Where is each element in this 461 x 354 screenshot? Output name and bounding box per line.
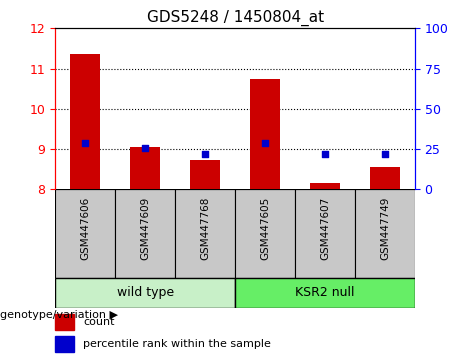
Bar xyxy=(310,183,340,189)
Title: GDS5248 / 1450804_at: GDS5248 / 1450804_at xyxy=(147,9,324,25)
Point xyxy=(82,141,89,146)
Text: GSM447768: GSM447768 xyxy=(200,196,210,260)
Text: wild type: wild type xyxy=(117,286,174,299)
Text: GSM447605: GSM447605 xyxy=(260,196,270,260)
Text: GSM447606: GSM447606 xyxy=(80,196,90,260)
Text: GSM447749: GSM447749 xyxy=(380,196,390,260)
Point xyxy=(321,151,329,157)
Text: GSM447609: GSM447609 xyxy=(140,196,150,260)
Bar xyxy=(55,336,74,352)
Bar xyxy=(55,314,74,330)
Point xyxy=(261,141,269,146)
Bar xyxy=(235,278,415,308)
Bar xyxy=(130,147,160,189)
Text: percentile rank within the sample: percentile rank within the sample xyxy=(83,339,271,349)
Bar xyxy=(70,55,100,189)
Text: genotype/variation ▶: genotype/variation ▶ xyxy=(0,310,118,320)
Bar xyxy=(55,189,115,278)
Bar xyxy=(295,189,355,278)
Text: GSM447607: GSM447607 xyxy=(320,196,330,260)
Text: count: count xyxy=(83,317,114,327)
Bar xyxy=(55,278,235,308)
Text: KSR2 null: KSR2 null xyxy=(295,286,355,299)
Bar xyxy=(175,189,235,278)
Bar xyxy=(370,167,400,189)
Bar xyxy=(250,79,280,189)
Point xyxy=(142,145,149,150)
Bar xyxy=(115,189,175,278)
Bar xyxy=(235,189,295,278)
Bar xyxy=(355,189,415,278)
Point xyxy=(201,151,209,157)
Bar xyxy=(190,160,220,189)
Point xyxy=(381,151,389,157)
